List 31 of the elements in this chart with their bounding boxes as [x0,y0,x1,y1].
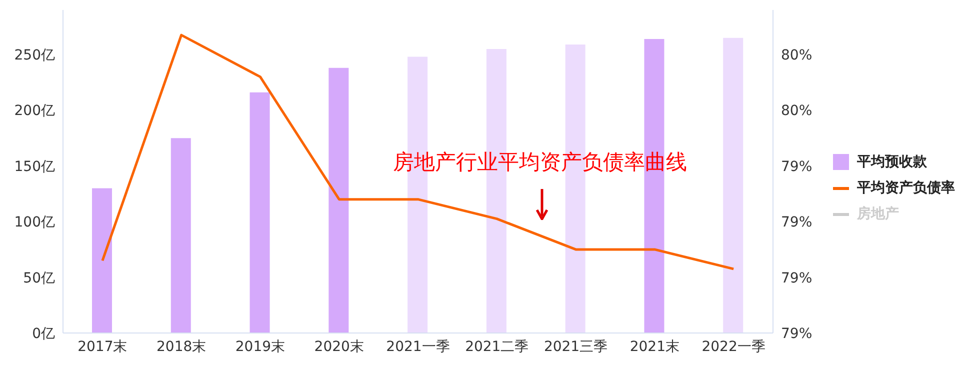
bar [723,38,744,333]
x-tick-label: 2021一季 [386,338,450,355]
bar [328,68,349,333]
annotation: 房地产行业平均资产负债率曲线 [393,149,687,176]
legend-label: 平均预收款 [857,153,927,171]
y2-tick-label: 79% [781,326,812,342]
x-tick-label: 2021二季 [465,338,529,355]
y2-tick-label: 79% [781,270,812,286]
bar [250,92,270,333]
x-tick-label: 2018末 [156,338,206,355]
y-tick-label: 200亿 [14,103,55,120]
y-tick-label: 0亿 [32,326,55,342]
bar [170,138,191,333]
y2-tick-label: 80% [781,103,812,120]
y-tick-label: 150亿 [14,158,55,175]
y2-tick-label: 79% [781,214,812,231]
y-tick-label: 250亿 [14,48,55,64]
bar [644,38,664,333]
x-tick-label: 2019末 [235,338,286,355]
x-tick-label: 2021三季 [544,338,608,355]
x-tick-label: 2022一季 [702,338,766,355]
bar [92,188,112,333]
x-tick-label: 2017末 [78,338,128,355]
y-tick-label: 50亿 [23,270,55,286]
y2-tick-label: 79% [781,158,812,175]
x-tick-label: 2020末 [314,338,364,355]
line-series [101,34,735,270]
x-tick-label: 2021末 [630,338,680,355]
y2-tick-label: 80% [781,48,812,64]
legend-label: 平均资产负债率 [857,179,955,197]
y-tick-label: 100亿 [14,214,55,231]
